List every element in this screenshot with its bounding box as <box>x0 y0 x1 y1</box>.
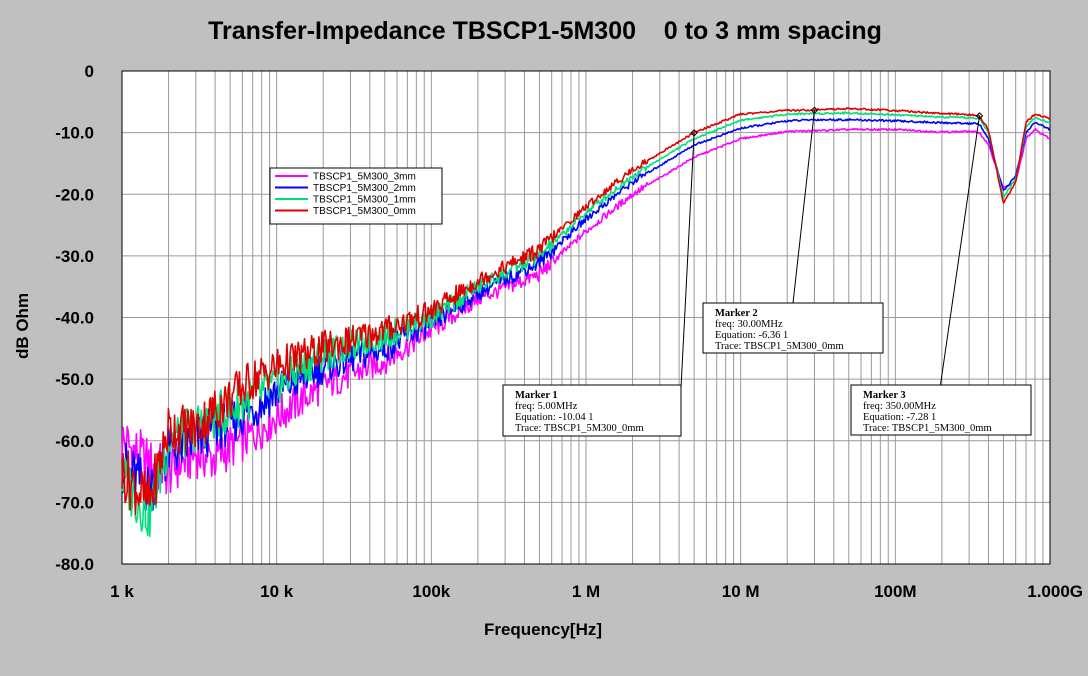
marker-point <box>810 106 819 114</box>
x-tick-label: 1 k <box>110 582 134 601</box>
x-tick-label: 10 k <box>260 582 294 601</box>
x-tick-label: 100k <box>412 582 450 601</box>
y-axis-label: dB Ohm <box>13 293 32 359</box>
marker-box <box>502 384 682 437</box>
marker-text: Equation: -6.36 1 <box>715 330 788 341</box>
x-axis-label: Frequency[Hz] <box>484 620 602 639</box>
series-line-TBSCP1_5M300_0mm <box>121 107 1051 516</box>
marker-text: freq: 350.00MHz <box>863 401 936 412</box>
marker-leader-line <box>680 132 695 389</box>
y-tick-label: -70.0 <box>55 493 94 512</box>
y-tick-label: -20.0 <box>55 185 94 204</box>
y-tick-label: -10.0 <box>55 124 94 143</box>
plot-frame <box>121 70 1051 565</box>
y-tick-label: -50.0 <box>55 370 94 389</box>
legend-entry: TBSCP1_5M300_2mm <box>313 183 416 194</box>
marker-text: Trace: TBSCP1_5M300_0mm <box>515 423 644 434</box>
y-tick-label: -60.0 <box>55 432 94 451</box>
y-tick-label: 0 <box>85 62 94 81</box>
y-tick-labels: 0 -10.0 -20.0 -30.0 -40.0 -50.0 -60.0 -70.0 -80.… <box>55 62 94 574</box>
series-layer <box>121 107 1051 538</box>
marker-box <box>702 302 884 354</box>
marker-text: freq: 30.00MHz <box>715 319 783 330</box>
marker-leader-line <box>939 115 980 389</box>
marker-leader-line <box>792 110 815 304</box>
legend-entry: TBSCP1_5M300_0mm <box>313 206 416 217</box>
marker-text: Trace: TBSCP1_5M300_0mm <box>715 341 844 352</box>
x-tick-label: 100M <box>874 582 917 601</box>
x-tick-labels: 1 k 10 k 100k 1 M 10 M 100M 1.000G <box>110 582 1083 601</box>
marker-text: Trace: TBSCP1_5M300_0mm <box>863 423 992 434</box>
x-tick-label: 1.000G <box>1027 582 1083 601</box>
marker-point <box>975 112 984 120</box>
legend-entry: TBSCP1_5M300_1mm <box>313 195 416 206</box>
marker-point <box>690 129 698 137</box>
marker-text: Equation: -10.04 1 <box>515 412 593 423</box>
marker-text: freq: 5.00MHz <box>515 401 578 412</box>
series-line-TBSCP1_5M300_2mm <box>121 118 1051 512</box>
chart-title: Transfer-Impedance TBSCP1-5M300 0 to 3 m… <box>208 17 882 45</box>
grid-lines <box>122 70 1050 565</box>
marker-text: Marker 1 <box>515 390 558 401</box>
x-tick-label: 1 M <box>572 582 600 601</box>
y-tick-label: -40.0 <box>55 309 94 328</box>
marker-text: Equation: -7.28 1 <box>863 412 936 423</box>
legend: TBSCP1_5M300_3mmTBSCP1_5M300_2mmTBSCP1_5… <box>269 167 443 225</box>
marker-text: Marker 3 <box>863 390 906 401</box>
y-tick-label: -80.0 <box>55 555 94 574</box>
x-tick-label: 10 M <box>722 582 760 601</box>
legend-entry: TBSCP1_5M300_3mm <box>313 172 416 183</box>
legend-box <box>269 167 443 225</box>
y-tick-label: -30.0 <box>55 247 94 266</box>
series-line-TBSCP1_5M300_3mm <box>121 127 1051 495</box>
marker-box <box>850 384 1032 436</box>
marker-text: Marker 2 <box>715 308 758 319</box>
